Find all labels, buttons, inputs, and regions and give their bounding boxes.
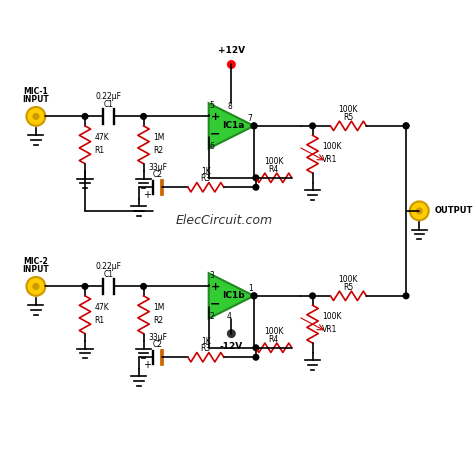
Text: MIC-1: MIC-1	[24, 87, 48, 97]
Circle shape	[251, 293, 257, 299]
Circle shape	[253, 345, 259, 350]
Circle shape	[27, 107, 46, 126]
Text: 47K: 47K	[94, 133, 109, 142]
Circle shape	[33, 114, 39, 119]
Polygon shape	[209, 103, 254, 148]
Text: R3: R3	[201, 174, 211, 183]
Text: 100K: 100K	[322, 312, 341, 321]
Text: IC1a: IC1a	[222, 121, 245, 130]
Text: +: +	[210, 282, 220, 292]
Text: R2: R2	[153, 146, 163, 155]
Text: 4: 4	[227, 312, 232, 321]
Text: 8: 8	[227, 102, 232, 111]
Circle shape	[251, 293, 257, 299]
Circle shape	[141, 114, 146, 119]
Text: C2: C2	[153, 170, 163, 179]
Text: C1: C1	[104, 100, 114, 109]
Text: 33μF: 33μF	[148, 163, 167, 172]
Circle shape	[403, 293, 409, 299]
Text: OUTPUT: OUTPUT	[434, 207, 473, 216]
Text: R5: R5	[343, 283, 354, 292]
Text: 100K: 100K	[264, 157, 283, 166]
Text: R5: R5	[343, 113, 354, 122]
Text: 1M: 1M	[153, 303, 164, 312]
Text: −: −	[210, 128, 220, 141]
Circle shape	[228, 61, 235, 68]
Text: −: −	[210, 298, 220, 311]
Text: INPUT: INPUT	[22, 265, 49, 274]
Text: 100K: 100K	[264, 327, 283, 336]
Circle shape	[403, 123, 409, 129]
Text: VR1: VR1	[322, 156, 337, 164]
Circle shape	[141, 284, 146, 289]
Text: 5: 5	[209, 101, 214, 110]
Text: VR1: VR1	[322, 325, 337, 334]
Circle shape	[33, 284, 39, 289]
Text: 1: 1	[248, 284, 253, 293]
Circle shape	[410, 202, 428, 220]
Text: R1: R1	[94, 146, 105, 155]
Text: 6: 6	[209, 142, 214, 151]
Text: R2: R2	[153, 316, 163, 325]
Text: R4: R4	[269, 165, 279, 174]
Circle shape	[253, 184, 259, 190]
Text: 47K: 47K	[94, 303, 109, 312]
Text: ElecCircuit.com: ElecCircuit.com	[175, 214, 273, 227]
Text: +12V: +12V	[218, 46, 245, 55]
Text: +: +	[210, 112, 220, 122]
Text: MIC-2: MIC-2	[24, 258, 48, 267]
Text: 100K: 100K	[339, 106, 358, 114]
Text: IC1b: IC1b	[222, 291, 245, 300]
Text: 33μF: 33μF	[148, 333, 167, 342]
Circle shape	[417, 208, 422, 214]
Text: 2: 2	[209, 312, 214, 321]
Text: 1K: 1K	[201, 337, 211, 345]
Circle shape	[251, 123, 257, 129]
Text: 3: 3	[209, 271, 214, 280]
Text: 7: 7	[248, 114, 253, 123]
Text: 1K: 1K	[201, 167, 211, 176]
Polygon shape	[209, 273, 254, 318]
Circle shape	[310, 293, 315, 299]
Circle shape	[403, 123, 409, 129]
Circle shape	[253, 175, 259, 181]
Text: R1: R1	[94, 316, 105, 325]
Circle shape	[251, 123, 257, 129]
Text: 1M: 1M	[153, 133, 164, 142]
Text: +: +	[143, 190, 151, 200]
Circle shape	[228, 330, 235, 337]
Circle shape	[27, 277, 46, 296]
Text: 100K: 100K	[322, 142, 341, 151]
Text: 0.22μF: 0.22μF	[96, 262, 122, 271]
Text: +: +	[143, 360, 151, 370]
Text: R3: R3	[201, 344, 211, 353]
Text: 0.22μF: 0.22μF	[96, 92, 122, 101]
Circle shape	[82, 114, 88, 119]
Text: -12V: -12V	[220, 342, 243, 351]
Text: 100K: 100K	[339, 275, 358, 284]
Text: C1: C1	[104, 270, 114, 279]
Circle shape	[82, 284, 88, 289]
Text: R4: R4	[269, 335, 279, 344]
Circle shape	[253, 354, 259, 360]
Circle shape	[310, 123, 315, 129]
Text: INPUT: INPUT	[22, 95, 49, 104]
Text: C2: C2	[153, 341, 163, 350]
